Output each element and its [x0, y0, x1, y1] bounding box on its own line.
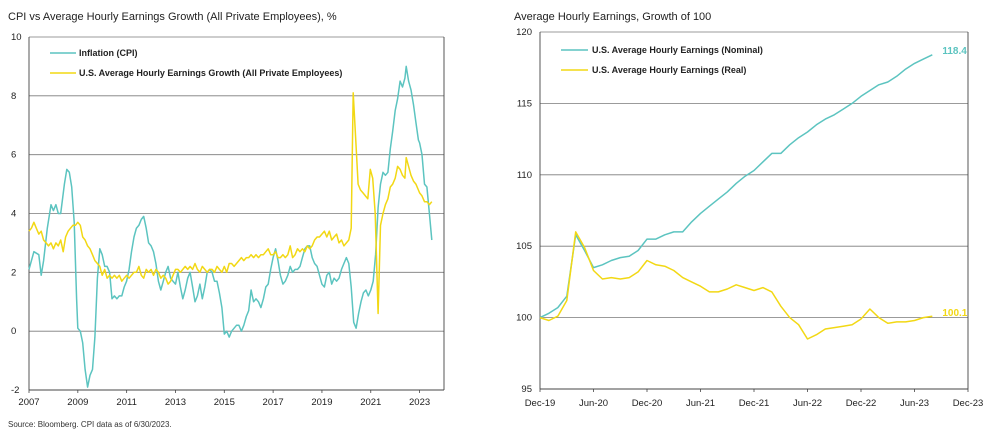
- right-y-tick-label: 105: [516, 241, 532, 252]
- left-y-tick-label: 8: [11, 91, 16, 102]
- left-legend-label: U.S. Average Hourly Earnings Growth (All…: [79, 68, 342, 78]
- right-end-label-real: 100.1: [942, 308, 967, 319]
- right-x-tick-label: Jun-21: [686, 398, 715, 409]
- right-x-tick-label: Dec-21: [739, 398, 770, 409]
- left-y-tick-label: 2: [11, 267, 16, 278]
- left-y-tick-label: -2: [11, 385, 19, 396]
- left-x-tick-label: 2017: [263, 397, 284, 408]
- right-y-tick-label: 115: [517, 98, 532, 109]
- right-x-tick-label: Jun-23: [900, 398, 929, 409]
- right-x-tick-label: Jun-20: [579, 398, 608, 409]
- right-x-tick-label: Jun-22: [793, 398, 822, 409]
- chart-title-right: Average Hourly Earnings, Growth of 100: [514, 11, 712, 23]
- right-end-label-nominal: 118.4: [942, 46, 967, 57]
- source-note: Source: Bloomberg. CPI data as of 6/30/2…: [8, 420, 172, 429]
- left-x-tick-label: 2007: [18, 397, 39, 408]
- right-legend-label: U.S. Average Hourly Earnings (Real): [592, 65, 746, 75]
- chart-title-left: CPI vs Average Hourly Earnings Growth (A…: [8, 11, 337, 23]
- left-x-tick-label: 2019: [311, 397, 332, 408]
- right-chart: 95 100 105 110 115 120 Dec-19 Jun-20 Dec-20 Jun-2…: [516, 27, 983, 409]
- left-series-line-earnings: [28, 92, 433, 315]
- right-x-tick-label: Dec-23: [953, 398, 984, 409]
- left-legend-label: Inflation (CPI): [79, 48, 138, 58]
- right-y-tick-label: 95: [521, 384, 532, 395]
- left-chart: -2 0 2 4 6 8 10 2007 2009 2011 2013 2015 2017 2019 202…: [11, 32, 445, 408]
- right-series-line-nominal: [539, 54, 933, 319]
- right-x-tick-label: Dec-22: [846, 398, 877, 409]
- left-x-tick-label: 2011: [116, 397, 136, 408]
- left-series-line-cpi: [28, 65, 433, 388]
- left-x-tick-label: 2015: [214, 397, 235, 408]
- right-x-tick-label: Dec-19: [525, 398, 556, 409]
- right-y-tick-label: 100: [516, 313, 532, 324]
- right-series-line-real: [539, 231, 933, 340]
- left-x-tick-label: 2009: [67, 397, 88, 408]
- left-x-tick-label: 2023: [409, 397, 430, 408]
- left-y-tick-label: 4: [11, 209, 16, 220]
- left-x-tick-label: 2013: [165, 397, 186, 408]
- right-y-tick-label: 120: [516, 27, 532, 38]
- left-x-tick-label: 2021: [360, 397, 381, 408]
- left-y-tick-label: 0: [11, 326, 16, 337]
- right-x-tick-label: Dec-20: [632, 398, 663, 409]
- left-y-tick-label: 10: [11, 32, 22, 43]
- right-legend-label: U.S. Average Hourly Earnings (Nominal): [592, 45, 763, 55]
- right-y-tick-label: 110: [517, 170, 532, 181]
- left-y-tick-label: 6: [11, 150, 16, 161]
